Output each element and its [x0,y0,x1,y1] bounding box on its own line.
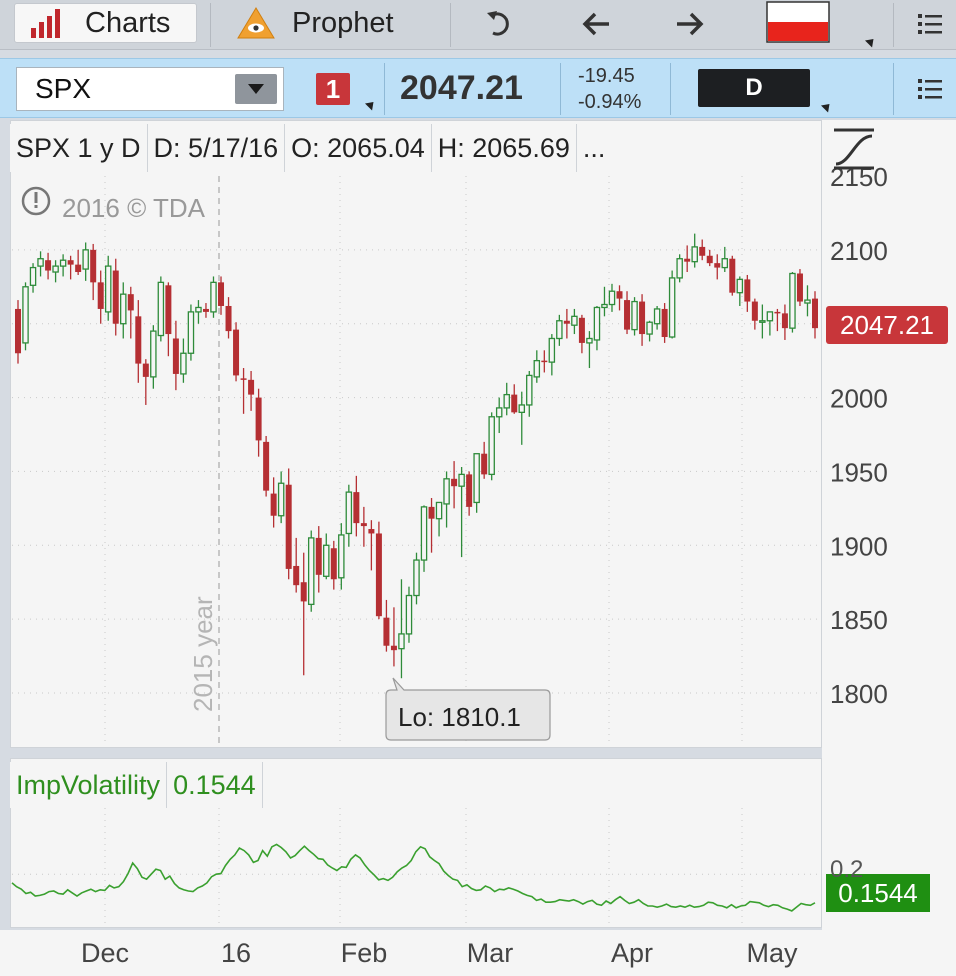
symbol-link-badge[interactable]: 1 [316,73,350,105]
chevron-down-icon [248,84,264,94]
open-label: O: 2065.04 [285,124,432,172]
flag-dropdown-icon[interactable] [864,35,878,48]
top-toolbar: Charts Prophet [0,0,956,50]
symbol-input[interactable]: SPX [16,67,284,111]
symbar-divider [670,63,671,115]
tab-prophet[interactable]: Prophet [232,3,432,43]
last-price: 2047.21 [400,69,523,107]
symbol-dropdown-button[interactable] [235,74,277,104]
tab-charts[interactable]: Charts [14,3,197,43]
more-label[interactable]: ... [582,132,606,163]
symbol-menu-icon[interactable] [912,71,948,107]
price-axis[interactable] [822,120,956,936]
aggregation-dropdown-icon[interactable] [820,100,834,113]
study-name[interactable]: ImpVolatility [10,762,168,808]
date-label: D: 5/17/16 [148,124,286,172]
toolbar-divider [893,3,894,47]
arrow-left-icon[interactable] [574,6,618,42]
toolbar-divider [450,3,451,47]
time-axis[interactable] [0,930,956,976]
study-label[interactable]: SPX 1 y D [10,124,148,172]
drawing-tool-icon[interactable] [830,126,880,172]
symbar-divider [560,63,561,115]
menu-list-icon[interactable] [912,6,948,42]
symbar-divider [384,63,385,115]
volatility-header: ImpVolatility 0.1544 [10,762,263,808]
chart-info-bar: SPX 1 y D D: 5/17/16 O: 2065.04 H: 2065.… [10,124,612,172]
arrow-right-icon[interactable] [668,6,712,42]
bar-chart-icon [31,9,60,38]
toolbar-divider [210,3,211,47]
symbol-bar: SPX 1 2047.21 -19.45 -0.94% D [0,58,956,118]
link-dropdown-icon[interactable] [364,98,378,111]
color-flag-icon[interactable] [766,1,830,43]
study-value: 0.1544 [167,762,263,808]
undo-icon[interactable] [478,6,522,42]
symbar-divider [893,63,894,115]
percent-change: -0.94% [578,91,642,113]
aggregation-button[interactable]: D [698,69,810,107]
net-change: -19.45 [578,65,635,87]
high-label: H: 2065.69 [432,124,577,172]
prophet-eye-icon [237,7,275,39]
price-chart-pane[interactable] [10,120,822,748]
vol-axis-tick: 0.2 [830,856,864,883]
tab-prophet-label: Prophet [292,6,394,39]
symbol-value: SPX [35,73,92,104]
tab-charts-label: Charts [85,6,171,39]
